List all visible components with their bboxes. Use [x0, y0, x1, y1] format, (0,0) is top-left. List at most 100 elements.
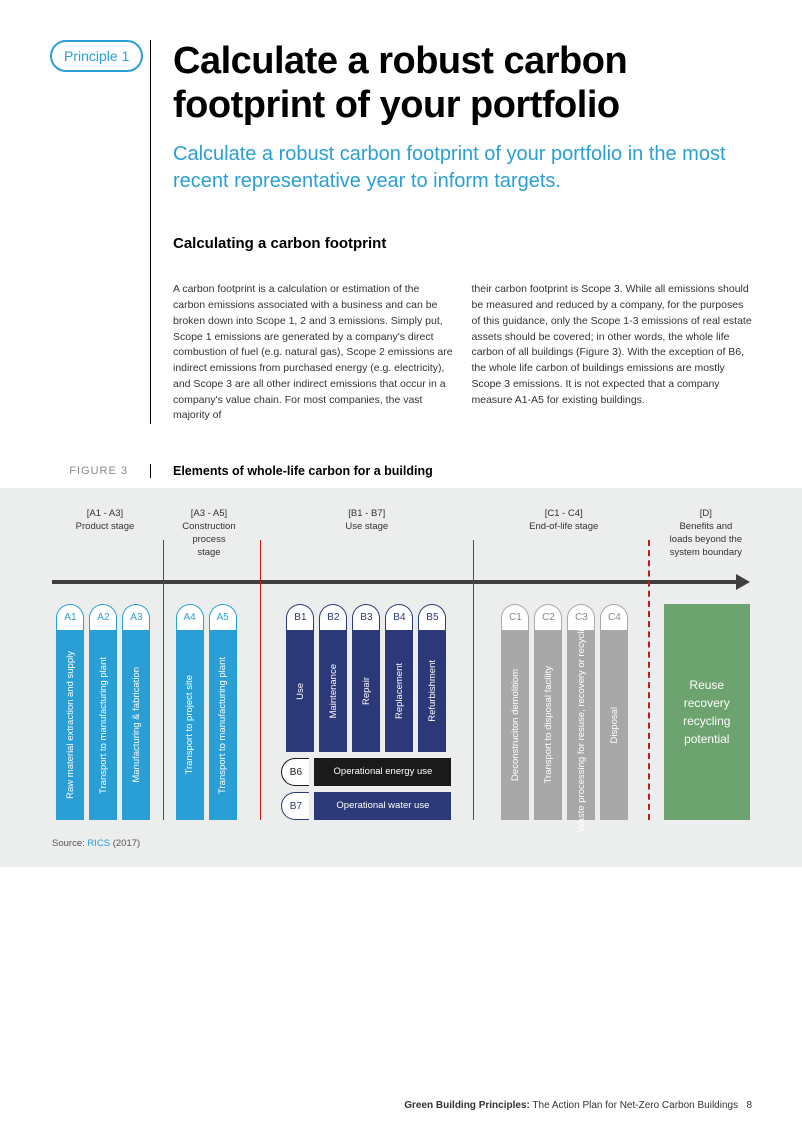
lifecycle-diagram: [A1 - A3] Product stage [A3 - A5] Constr… — [0, 488, 802, 867]
pill-b5: B5 Refurbishment — [418, 604, 446, 752]
pill-b4: B4 Replacement — [385, 604, 413, 752]
stage-headers: [A1 - A3] Product stage [A3 - A5] Constr… — [52, 508, 750, 562]
body-col-2: their carbon footprint is Scope 3. While… — [472, 282, 753, 424]
pill-c4: C4 Disposal — [600, 604, 628, 820]
pill-tab: B3 — [352, 604, 380, 630]
pill-body: Transport to manufacturing plant — [209, 630, 237, 820]
stage-header-beyond: [D] Benefits and loads beyond the system… — [662, 508, 750, 559]
pill-tab: C4 — [600, 604, 628, 630]
header-section: Principle 1 Calculate a robust carbon fo… — [0, 0, 802, 444]
pill-body: Deconstruciton demolitiom — [501, 630, 529, 820]
group-a2: A4 Transport to project site A5 Transpor… — [172, 604, 241, 820]
page-title: Calculate a robust carbon footprint of y… — [173, 40, 752, 127]
pill-a5: A5 Transport to manufacturing plant — [209, 604, 237, 820]
pill-tab: B5 — [418, 604, 446, 630]
pill-tab: C2 — [534, 604, 562, 630]
footer-bold: Green Building Principles: — [404, 1100, 530, 1111]
section-heading: Calculating a carbon footprint — [173, 235, 752, 252]
pill-body: Transport to project site — [176, 630, 204, 820]
op-label: Operational energy use — [314, 758, 451, 786]
page-number: 8 — [746, 1100, 752, 1111]
op-b6: B6 Operational energy use — [281, 758, 451, 786]
pills-area: A1 Raw material extraction and supply A2… — [52, 604, 750, 820]
stage-range: [D] — [668, 508, 744, 521]
arrow-head-icon — [736, 574, 750, 590]
stage-name: Product stage — [76, 521, 135, 532]
pill-b3: B3 Repair — [352, 604, 380, 752]
pill-b1: B1 Use — [286, 604, 314, 752]
footer-rest: The Action Plan for Net-Zero Carbon Buil… — [530, 1100, 738, 1111]
source-suffix: (2017) — [110, 838, 140, 849]
stage-range: [C1 - C4] — [499, 508, 628, 521]
arrow-line — [52, 580, 736, 584]
op-tab: B7 — [281, 792, 309, 820]
pill-body: Manufacturing & fabrication — [122, 630, 150, 820]
pill-tab: A5 — [209, 604, 237, 630]
stage-separator — [163, 540, 164, 820]
stage-header-construction: [A3 - A5] Construction process stage — [174, 508, 245, 559]
principle-badge: Principle 1 — [50, 40, 143, 72]
pill-body: Repair — [352, 630, 380, 752]
pill-tab: C1 — [501, 604, 529, 630]
group-b: B1 Use B2 Maintenance B3 Repair B4 Repla… — [281, 604, 451, 752]
stage-header-use: [B1 - B7] Use stage — [283, 508, 450, 534]
pill-body: Refurbishment — [418, 630, 446, 752]
pill-c3: C3 Waste processing for resuse, recovery… — [567, 604, 595, 820]
pill-body: Maintenance — [319, 630, 347, 752]
pill-body: Replacement — [385, 630, 413, 752]
figure-source: Source: RICS (2017) — [52, 838, 750, 849]
pill-a3: A3 Manufacturing & fabrication — [122, 604, 150, 820]
source-prefix: Source: — [52, 838, 87, 849]
operational-blocks: B6 Operational energy use B7 Operational… — [281, 758, 451, 820]
stage-name: Use stage — [345, 521, 388, 532]
stage-header-eol: [C1 - C4] End-of-life stage — [493, 508, 634, 534]
source-link[interactable]: RICS — [87, 838, 110, 849]
pill-b2: B2 Maintenance — [319, 604, 347, 752]
stage-range: [A3 - A5] — [180, 508, 239, 521]
stage-separator — [473, 540, 474, 820]
stage-range: [B1 - B7] — [289, 508, 444, 521]
pill-body: Transport to disposal facility — [534, 630, 562, 820]
pill-tab: A3 — [122, 604, 150, 630]
pill-body: Waste processing for resuse, recovery or… — [567, 630, 595, 820]
pill-tab: B1 — [286, 604, 314, 630]
stage-name: Benefits and loads beyond the system bou… — [670, 521, 742, 558]
stage-header-product: [A1 - A3] Product stage — [52, 508, 158, 534]
pill-tab: A4 — [176, 604, 204, 630]
stage-separator-dashed — [648, 540, 650, 820]
reuse-block: Reuse recovery recycling potential — [664, 604, 750, 820]
figure-label: FIGURE 3 — [50, 465, 150, 477]
pill-c1: C1 Deconstruciton demolitiom — [501, 604, 529, 820]
pill-body: Use — [286, 630, 314, 752]
pill-a1: A1 Raw material extraction and supply — [56, 604, 84, 820]
pill-tab: B2 — [319, 604, 347, 630]
pill-a4: A4 Transport to project site — [176, 604, 204, 820]
pill-c2: C2 Transport to disposal facility — [534, 604, 562, 820]
pill-tab: B4 — [385, 604, 413, 630]
op-label: Operational water use — [314, 792, 451, 820]
group-a: A1 Raw material extraction and supply A2… — [52, 604, 155, 820]
stage-name: Construction process stage — [182, 521, 235, 558]
badge-column: Principle 1 — [50, 40, 150, 424]
pill-body: Disposal — [600, 630, 628, 820]
stage-separator — [260, 540, 261, 820]
group-b-column: B1 Use B2 Maintenance B3 Repair B4 Repla… — [281, 604, 451, 820]
pill-body: Raw material extraction and supply — [56, 630, 84, 820]
page-subtitle: Calculate a robust carbon footprint of y… — [173, 141, 752, 195]
page-footer: Green Building Principles: The Action Pl… — [404, 1100, 752, 1111]
op-b7: B7 Operational water use — [281, 792, 451, 820]
figure-header-row: FIGURE 3 Elements of whole-life carbon f… — [0, 444, 802, 488]
pill-tab: A1 — [56, 604, 84, 630]
pill-tab: A2 — [89, 604, 117, 630]
figure-title: Elements of whole-life carbon for a buil… — [173, 464, 433, 478]
stage-name: End-of-life stage — [529, 521, 598, 532]
page: Principle 1 Calculate a robust carbon fo… — [0, 0, 802, 1133]
timeline-arrow — [52, 574, 750, 590]
main-column: Calculate a robust carbon footprint of y… — [150, 40, 752, 424]
stage-range: [A1 - A3] — [58, 508, 152, 521]
body-columns: A carbon footprint is a calculation or e… — [173, 282, 752, 424]
pill-body: Transport to manufacturing plant — [89, 630, 117, 820]
group-c: C1 Deconstruciton demolitiom C2 Transpor… — [496, 604, 633, 820]
op-tab: B6 — [281, 758, 309, 786]
pill-a2: A2 Transport to manufacturing plant — [89, 604, 117, 820]
